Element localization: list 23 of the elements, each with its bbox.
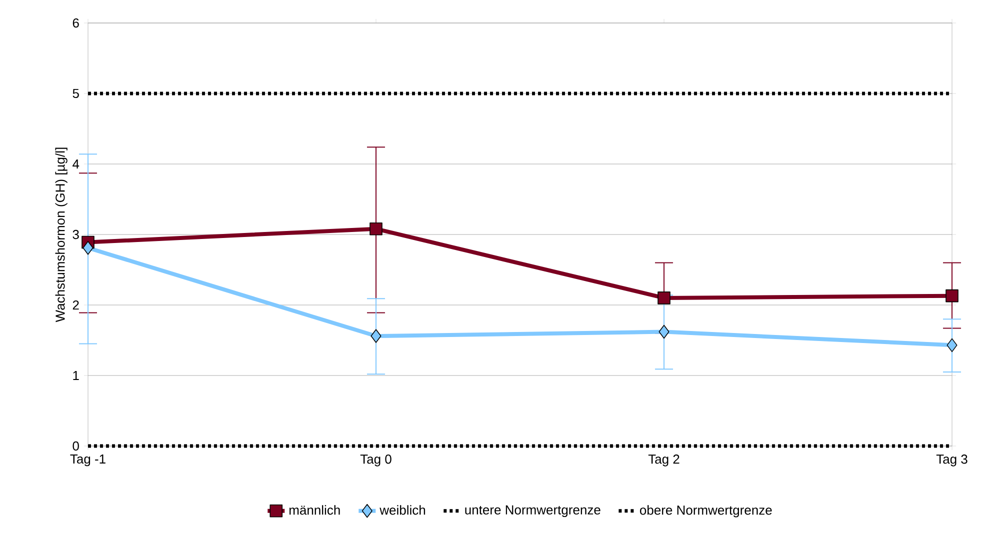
point — [946, 289, 958, 302]
legend-label: weiblich — [380, 505, 426, 515]
y-axis-title: Wachstumshormon (GH) [µg/l] — [55, 148, 68, 322]
legend-label: männlich — [289, 505, 340, 515]
legend-label: obere Normwertgrenze — [640, 505, 772, 518]
point — [82, 240, 94, 255]
y-tick-label: 0 — [72, 441, 79, 451]
x-tick-label: Tag 2 — [648, 454, 680, 466]
x-tick-label: Tag 0 — [360, 454, 392, 466]
legend-label: untere Normwertgrenze — [465, 505, 600, 518]
y-tick-label: 5 — [72, 88, 79, 98]
x-tick-label: Tag -1 — [70, 454, 106, 466]
point — [946, 338, 958, 352]
point — [658, 292, 670, 304]
point — [370, 329, 382, 343]
y-tick-label: 4 — [72, 160, 80, 168]
y-tick-label: 2 — [72, 300, 79, 310]
x-tick-label: Tag 3 — [936, 454, 968, 466]
point — [370, 222, 382, 236]
y-tick-label: 3 — [72, 230, 79, 240]
y-tick-label: 1 — [73, 371, 79, 380]
y-tick-label: 6 — [72, 18, 79, 28]
point — [658, 324, 670, 339]
